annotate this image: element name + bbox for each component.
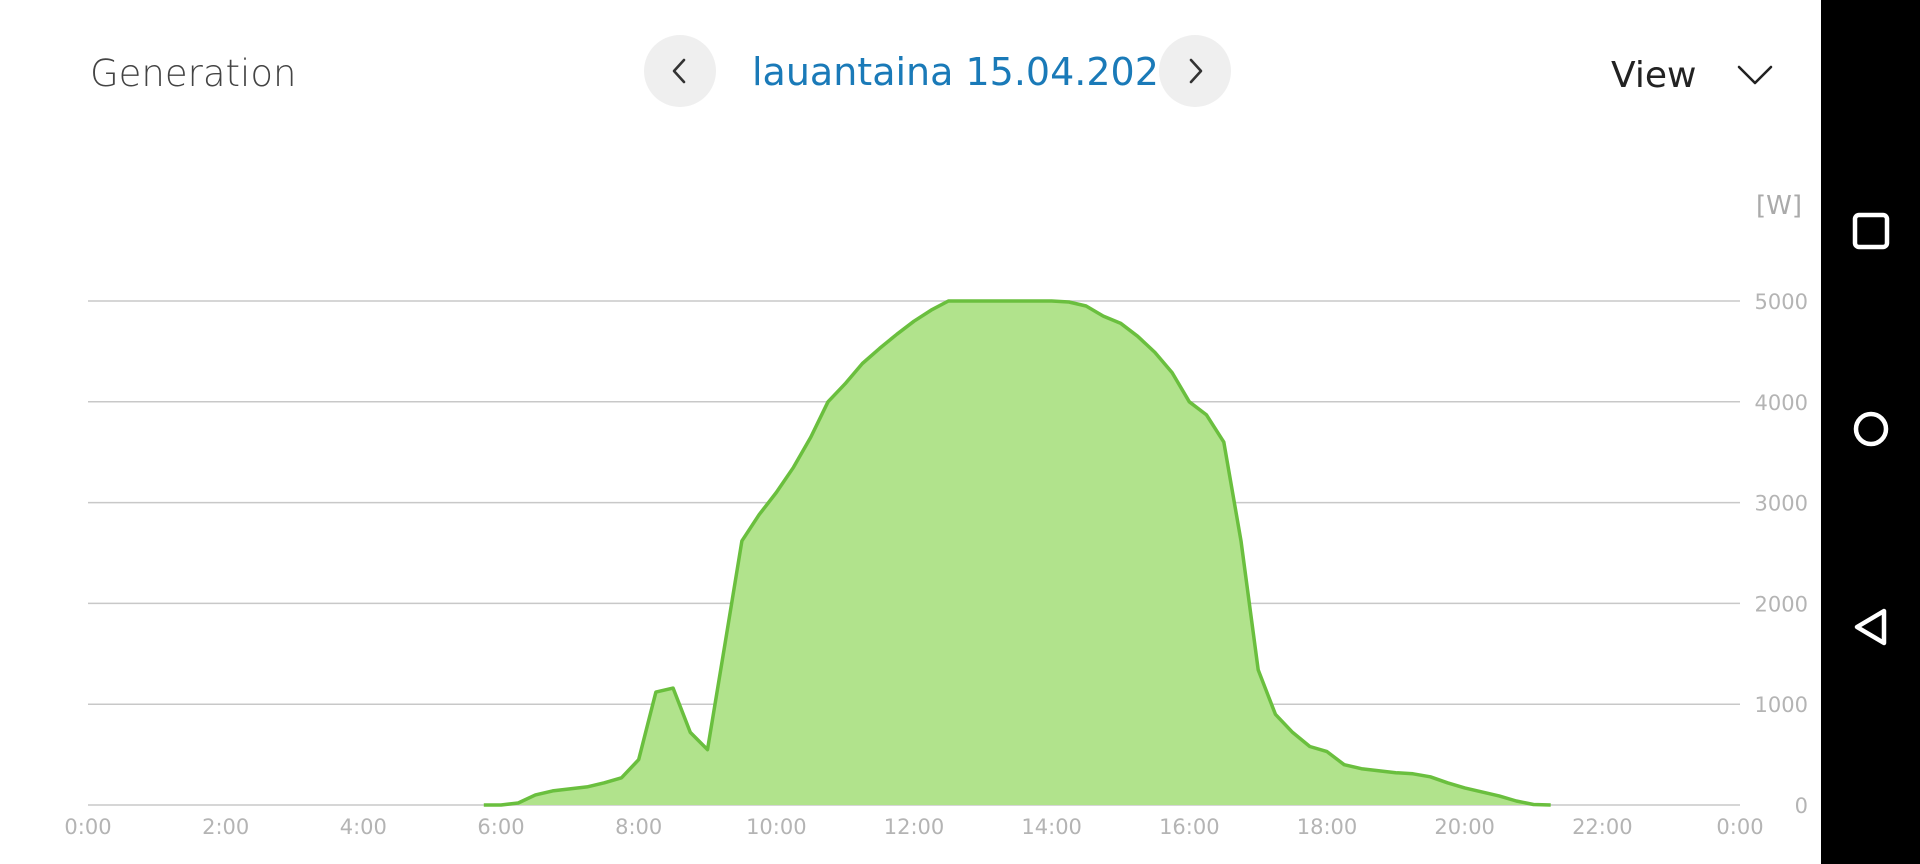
next-day-button[interactable] — [1159, 35, 1231, 107]
x-tick-label: 8:00 — [615, 815, 662, 839]
x-tick-label: 22:00 — [1572, 815, 1633, 839]
triangle-back-icon — [1854, 608, 1886, 646]
view-label: View — [1611, 54, 1697, 96]
x-tick-label: 12:00 — [884, 815, 945, 839]
x-tick-label: 0:00 — [64, 815, 111, 839]
y-tick-label: 5000 — [1755, 290, 1808, 314]
x-tick-label: 2:00 — [202, 815, 249, 839]
y-tick-label: 4000 — [1755, 391, 1808, 415]
date-selector[interactable]: lauantaina 15.04.2023 — [752, 50, 1184, 94]
generation-line — [483, 299, 1551, 807]
view-dropdown[interactable]: View — [1611, 50, 1774, 100]
x-axis-tick-labels: 0:00 2:00 4:00 6:00 8:00 10:00 12:00 14:00 16:00… — [64, 815, 1763, 839]
chevron-right-icon — [1189, 58, 1203, 84]
generation-area-fill — [483, 301, 1551, 805]
recents-button[interactable] — [1821, 191, 1920, 271]
page-title: Generation — [90, 52, 297, 95]
y-tick-label: 2000 — [1755, 592, 1808, 616]
chevron-down-icon — [1738, 65, 1773, 85]
x-tick-label: 4:00 — [340, 815, 387, 839]
x-tick-label: 18:00 — [1297, 815, 1358, 839]
y-axis-unit-label: [W] — [1756, 191, 1802, 221]
x-tick-label: 16:00 — [1159, 815, 1220, 839]
x-tick-label: 6:00 — [477, 815, 524, 839]
x-tick-label: 14:00 — [1021, 815, 1082, 839]
chevron-left-icon — [672, 58, 686, 84]
y-tick-label: 0 — [1795, 794, 1808, 818]
y-tick-label: 3000 — [1755, 492, 1808, 516]
circle-icon — [1853, 411, 1888, 447]
y-tick-label: 1000 — [1755, 693, 1808, 717]
y-axis-tick-labels: 0 1000 2000 3000 4000 5000 — [1755, 290, 1808, 818]
generation-chart: 0 1000 2000 3000 4000 5000 0:00 2:00 4:00 6:00 8:… — [64, 191, 1808, 839]
x-tick-label: 0:00 — [1716, 815, 1763, 839]
previous-day-button[interactable] — [644, 35, 716, 107]
back-button[interactable] — [1821, 587, 1920, 667]
home-button[interactable] — [1821, 389, 1920, 469]
x-tick-label: 20:00 — [1434, 815, 1495, 839]
android-navigation-bar — [1821, 0, 1920, 864]
x-tick-label: 10:00 — [746, 815, 807, 839]
square-icon — [1852, 212, 1889, 250]
